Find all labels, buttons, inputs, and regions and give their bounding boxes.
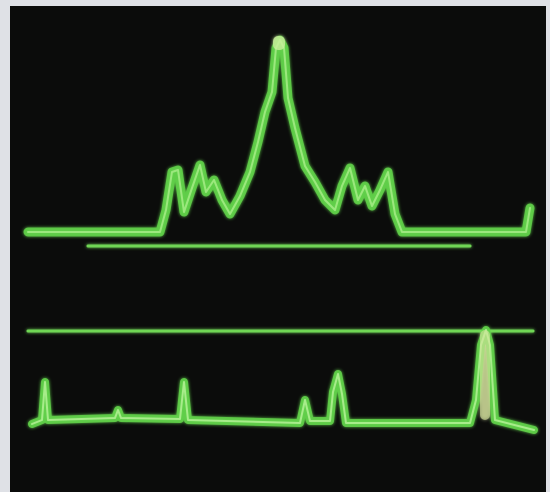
peak-highlight xyxy=(480,330,490,420)
top-peak-highlight xyxy=(273,36,285,50)
oscilloscope-photo xyxy=(0,0,550,492)
